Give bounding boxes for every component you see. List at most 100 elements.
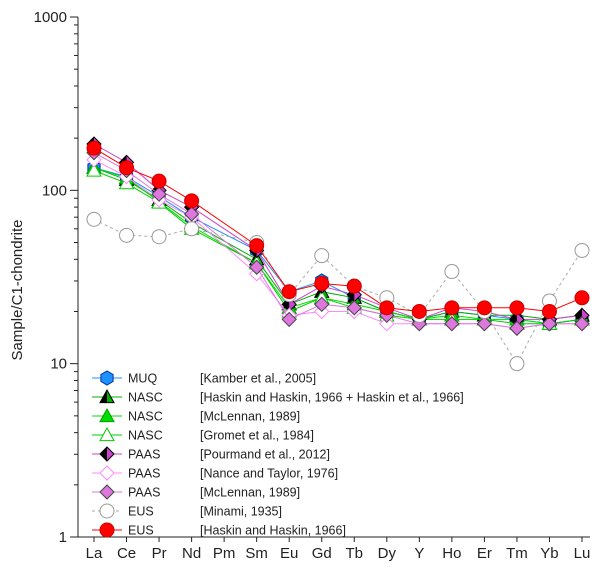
series-line [93, 167, 583, 320]
x-tick-label-er: Er [477, 545, 492, 562]
legend-marker-body [99, 426, 115, 442]
legend-item-3: NASC [Gromet et al., 1984] [92, 426, 314, 443]
x-tick-label-la: La [86, 545, 103, 562]
y-axis-title: Sample/C1-chondrite [9, 220, 26, 361]
data-point-pr-body [151, 186, 167, 202]
y-tick-label: 1 [59, 529, 67, 546]
legend-marker [99, 407, 115, 423]
data-point-tb-body [346, 300, 362, 316]
legend-marker-half [100, 447, 107, 461]
data-point-ho-body [444, 316, 460, 332]
legend-reference: [Pourmand et al., 2012] [200, 448, 330, 462]
legend-item-7: EUS [Minami, 1935] [92, 503, 282, 519]
legend-marker [99, 484, 115, 500]
legend-label: EUS [128, 505, 154, 519]
data-point-eu-body [281, 311, 297, 328]
data-point-gd-body [314, 296, 330, 313]
data-point-lu-body [574, 316, 590, 332]
legend-label: NASC [128, 391, 163, 405]
series-line [93, 167, 583, 325]
data-point-lu [574, 290, 590, 306]
x-tick-label-nd: Nd [182, 545, 201, 562]
data-point-gd [314, 296, 330, 313]
data-point-la-body [86, 162, 102, 177]
data-point-la [86, 211, 102, 227]
series-eus-7 [86, 211, 590, 372]
data-point-er [476, 300, 492, 316]
series-line [93, 218, 583, 365]
data-point-lu [574, 316, 590, 332]
legend-reference: [Haskin and Haskin, 1966] [200, 524, 346, 538]
series-line [93, 167, 583, 325]
legend-marker [99, 522, 115, 538]
data-point-pr [151, 186, 167, 202]
data-point-la [86, 162, 102, 177]
data-point-gd [314, 276, 330, 292]
legend-marker [99, 503, 115, 519]
legend-marker-body [99, 484, 115, 500]
legend-marker [100, 370, 114, 386]
data-point-ho [444, 300, 460, 316]
legend-item-8: EUS [Haskin and Haskin, 1966] [92, 522, 346, 538]
series-line [93, 143, 583, 320]
x-tick-label-tm: Tm [506, 545, 528, 562]
data-point-ho [444, 316, 460, 332]
y-tick-label: 100 [42, 182, 67, 199]
data-point-ce [119, 160, 135, 176]
data-point-dy-body [379, 316, 395, 332]
legend-label: NASC [128, 429, 163, 443]
data-point-nd [183, 206, 200, 222]
data-point-yb [541, 316, 558, 332]
data-point-er-body [476, 316, 493, 332]
legend-marker [99, 388, 115, 404]
data-point-eu [281, 311, 297, 328]
data-point-tm [509, 320, 525, 336]
legend-item-2: NASC [McLennan, 1989] [92, 407, 300, 424]
series-line [93, 152, 582, 329]
series-line [93, 147, 583, 313]
x-axis: La Ce Pr Nd Pm Sm Eu Gd Tb Dy Y Ho Er Tm Yb Lu [86, 537, 590, 562]
x-tick-label-pr: Pr [152, 545, 167, 562]
data-point-tb [346, 278, 362, 294]
y-tick-label: 10 [50, 356, 67, 373]
data-point-nd [184, 221, 200, 237]
x-tick-label-gd: Gd [312, 545, 332, 562]
legend-marker [99, 426, 115, 442]
data-point-tb [346, 300, 362, 316]
legend-item-1: NASC [Haskin and Haskin, 1966 + Haskin et… [92, 388, 464, 405]
data-point-tm [509, 356, 525, 372]
legend-label: PAAS [128, 467, 160, 481]
data-point-pr [151, 229, 167, 245]
data-point-la [86, 140, 102, 156]
data-point-lu [574, 242, 590, 258]
legend-label: PAAS [128, 486, 160, 500]
data-point-pr [151, 173, 167, 189]
x-tick-label-ho: Ho [442, 545, 461, 562]
series-layer [86, 136, 590, 372]
data-point-tm-body [509, 320, 525, 336]
legend-label: EUS [128, 524, 154, 538]
legend-label: NASC [128, 410, 163, 424]
legend-reference: [Minami, 1935] [200, 505, 282, 519]
legend: MUQ [Kamber et al., 2005] NASC [Haskin and … [92, 370, 464, 538]
plot-area [77, 17, 590, 538]
x-tick-label-ce: Ce [117, 545, 136, 562]
legend-reference: [Nance and Taylor, 1976] [200, 467, 338, 481]
legend-item-5: PAAS [Nance and Taylor, 1976] [92, 465, 338, 481]
data-point-gd [314, 248, 330, 264]
legend-marker [99, 465, 115, 481]
x-tick-label-yb: Yb [540, 545, 558, 562]
legend-reference: [Gromet et al., 1984] [200, 429, 314, 443]
legend-marker-body [99, 407, 115, 423]
x-tick-label-sm: Sm [245, 545, 268, 562]
x-tick-label-y: Y [414, 545, 424, 562]
data-point-sm [248, 259, 265, 275]
data-point-nd-body [183, 206, 200, 222]
data-point-dy [379, 316, 395, 332]
data-point-yb-body [541, 316, 558, 332]
legend-marker-half [100, 390, 107, 403]
data-point-y [411, 303, 427, 319]
data-point-ce [119, 227, 135, 243]
legend-marker [99, 446, 115, 462]
